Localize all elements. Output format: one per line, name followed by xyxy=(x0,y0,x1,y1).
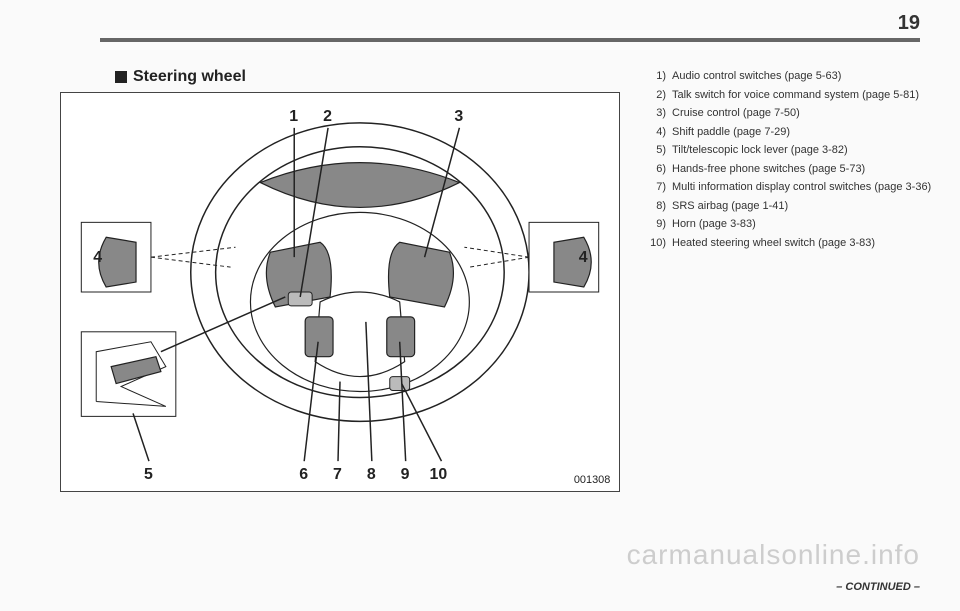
callout-2: 2 xyxy=(323,108,332,125)
legend-text: Hands-free phone switches (page 5-73) xyxy=(672,161,940,178)
legend-num: 3) xyxy=(650,105,672,122)
legend-num: 6) xyxy=(650,161,672,178)
callout-8: 8 xyxy=(367,466,376,483)
callout-10: 10 xyxy=(430,466,448,483)
legend-num: 4) xyxy=(650,124,672,141)
callout-3: 3 xyxy=(454,108,463,125)
legend-text: Shift paddle (page 7-29) xyxy=(672,124,940,141)
watermark: carmanualsonline.info xyxy=(627,539,920,571)
header-divider xyxy=(100,38,920,42)
legend-num: 10) xyxy=(650,235,672,252)
legend-text: Heated steering wheel switch (page 3-83) xyxy=(672,235,940,252)
callout-5: 5 xyxy=(144,466,153,483)
legend-num: 8) xyxy=(650,198,672,215)
page-number: 19 xyxy=(898,12,920,35)
legend-text: Talk switch for voice command system (pa… xyxy=(672,87,940,104)
legend-num: 5) xyxy=(650,142,672,159)
legend-item: 7)Multi information display control swit… xyxy=(650,179,940,196)
legend-text: Tilt/telescopic lock lever (page 3-82) xyxy=(672,142,940,159)
legend-text: Audio control switches (page 5-63) xyxy=(672,68,940,85)
section-title: Steering wheel xyxy=(115,68,246,86)
legend-item: 5)Tilt/telescopic lock lever (page 3-82) xyxy=(650,142,940,159)
steering-wheel-diagram: 1 2 3 4 4 5 6 7 8 9 10 001308 xyxy=(60,92,620,492)
callout-4-right: 4 xyxy=(579,249,588,266)
legend-num: 2) xyxy=(650,87,672,104)
legend-item: 4)Shift paddle (page 7-29) xyxy=(650,124,940,141)
manual-page: 19 Steering wheel xyxy=(0,0,960,611)
figure-number: 001308 xyxy=(574,474,611,486)
legend-item: 10)Heated steering wheel switch (page 3-… xyxy=(650,235,940,252)
legend-item: 2)Talk switch for voice command system (… xyxy=(650,87,940,104)
legend-text: Multi information display control switch… xyxy=(672,179,940,196)
callout-4-left: 4 xyxy=(93,249,102,266)
section-marker-icon xyxy=(115,71,127,83)
legend-num: 9) xyxy=(650,216,672,233)
callout-9: 9 xyxy=(401,466,410,483)
continued-label: – CONTINUED – xyxy=(836,581,920,593)
legend-item: 1)Audio control switches (page 5-63) xyxy=(650,68,940,85)
legend-text: SRS airbag (page 1-41) xyxy=(672,198,940,215)
legend-list: 1)Audio control switches (page 5-63) 2)T… xyxy=(650,68,940,253)
section-title-text: Steering wheel xyxy=(133,68,246,85)
legend-text: Cruise control (page 7-50) xyxy=(672,105,940,122)
legend-num: 7) xyxy=(650,179,672,196)
legend-num: 1) xyxy=(650,68,672,85)
callout-1: 1 xyxy=(289,108,298,125)
diagram-svg: 1 2 3 4 4 5 6 7 8 9 10 001308 xyxy=(61,93,619,491)
legend-item: 3)Cruise control (page 7-50) xyxy=(650,105,940,122)
callout-7: 7 xyxy=(333,466,342,483)
callout-6: 6 xyxy=(299,466,308,483)
legend-text: Horn (page 3-83) xyxy=(672,216,940,233)
legend-item: 6)Hands-free phone switches (page 5-73) xyxy=(650,161,940,178)
legend-item: 8)SRS airbag (page 1-41) xyxy=(650,198,940,215)
legend-item: 9)Horn (page 3-83) xyxy=(650,216,940,233)
